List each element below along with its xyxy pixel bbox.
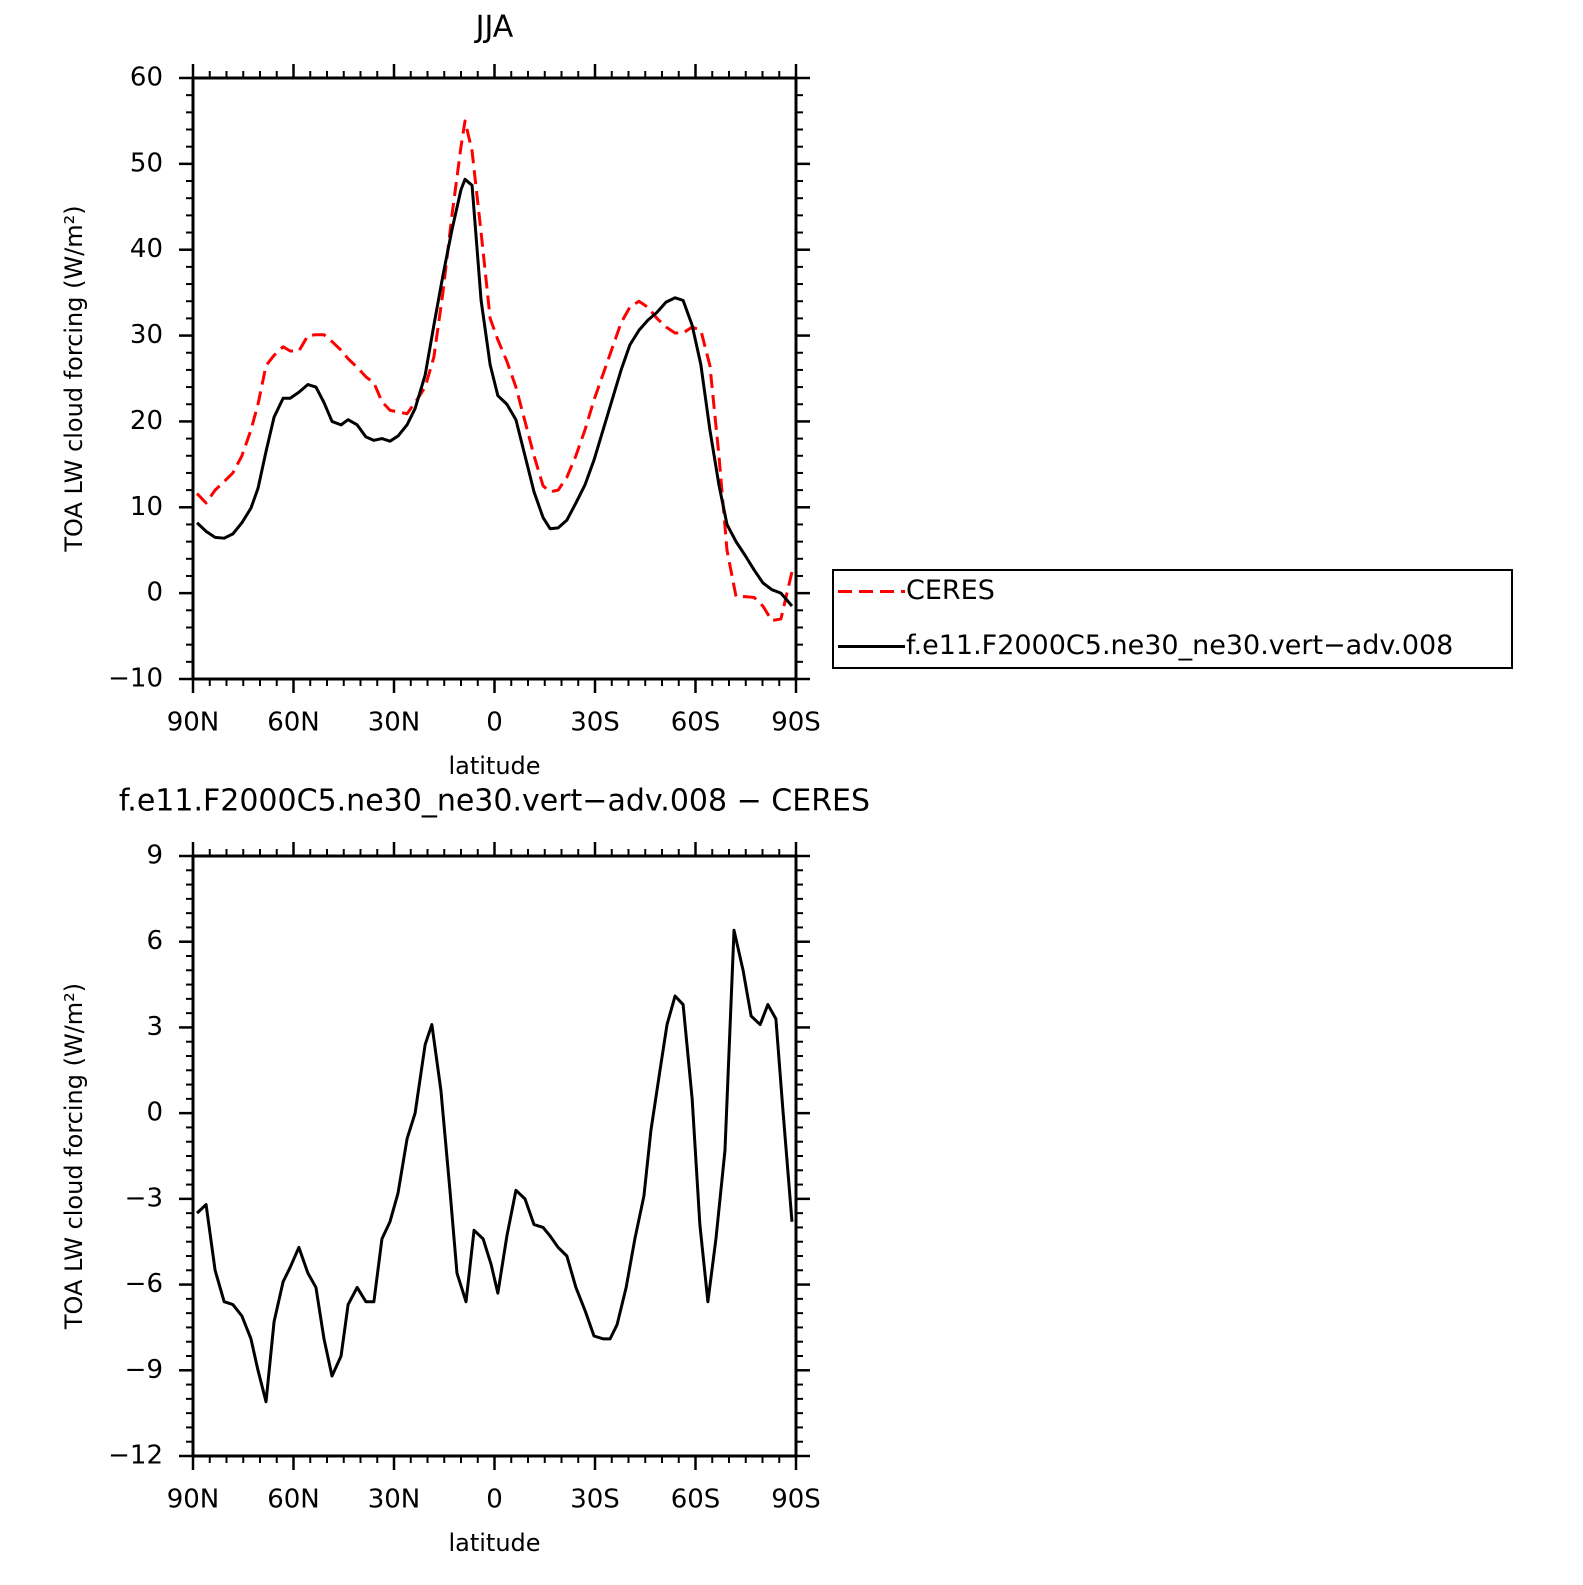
y-tick-label: −12 <box>108 1441 163 1471</box>
y-tick-label: 3 <box>146 1012 163 1042</box>
x-tick-label: 30S <box>570 1485 620 1515</box>
y-tick-label: 0 <box>146 1098 163 1128</box>
y-tick-label: −9 <box>125 1355 163 1385</box>
x-tick-label: 60N <box>267 708 320 738</box>
data-line <box>195 177 794 607</box>
x-tick-label: 30N <box>368 708 421 738</box>
y-tick-label: 60 <box>130 63 163 93</box>
y-axis-label: TOA LW cloud forcing (W/m²) <box>60 983 88 1330</box>
x-tick-label: 90S <box>771 1485 821 1515</box>
x-tick-label: 60S <box>671 708 721 738</box>
y-tick-label: 50 <box>130 148 163 178</box>
legend-label: f.e11.F2000C5.ne30_ne30.vert−adv.008 <box>906 630 1453 661</box>
y-tick-label: 10 <box>130 492 163 522</box>
y-tick-label: 0 <box>146 578 163 608</box>
y-tick-label: −10 <box>108 664 163 694</box>
x-tick-label: 90N <box>167 708 220 738</box>
x-axis-label: latitude <box>448 752 540 780</box>
chart-title: f.e11.F2000C5.ne30_ne30.vert−adv.008 − C… <box>119 784 870 819</box>
x-axis-label: latitude <box>448 1529 540 1557</box>
x-tick-label: 0 <box>486 708 503 738</box>
x-tick-label: 90S <box>771 708 821 738</box>
legend-label: CERES <box>906 575 995 606</box>
x-tick-label: 30N <box>368 1485 421 1515</box>
y-tick-label: 20 <box>130 406 163 436</box>
y-tick-label: 6 <box>146 926 163 956</box>
x-tick-label: 30S <box>570 708 620 738</box>
x-tick-label: 60S <box>671 1485 721 1515</box>
x-tick-label: 60N <box>267 1485 320 1515</box>
chart-title: JJA <box>474 10 514 45</box>
plot-frame <box>191 76 798 681</box>
data-line <box>195 119 794 623</box>
data-line <box>195 928 794 1404</box>
y-tick-label: −3 <box>125 1183 163 1213</box>
y-tick-label: 40 <box>130 234 163 264</box>
x-tick-label: 0 <box>486 1485 503 1515</box>
y-tick-label: 30 <box>130 320 163 350</box>
y-tick-label: 9 <box>146 841 163 871</box>
legend-box <box>832 569 1513 669</box>
y-tick-label: −6 <box>125 1269 163 1299</box>
plot-frame <box>191 854 798 1458</box>
x-tick-label: 90N <box>167 1485 220 1515</box>
y-axis-label: TOA LW cloud forcing (W/m²) <box>60 205 88 552</box>
